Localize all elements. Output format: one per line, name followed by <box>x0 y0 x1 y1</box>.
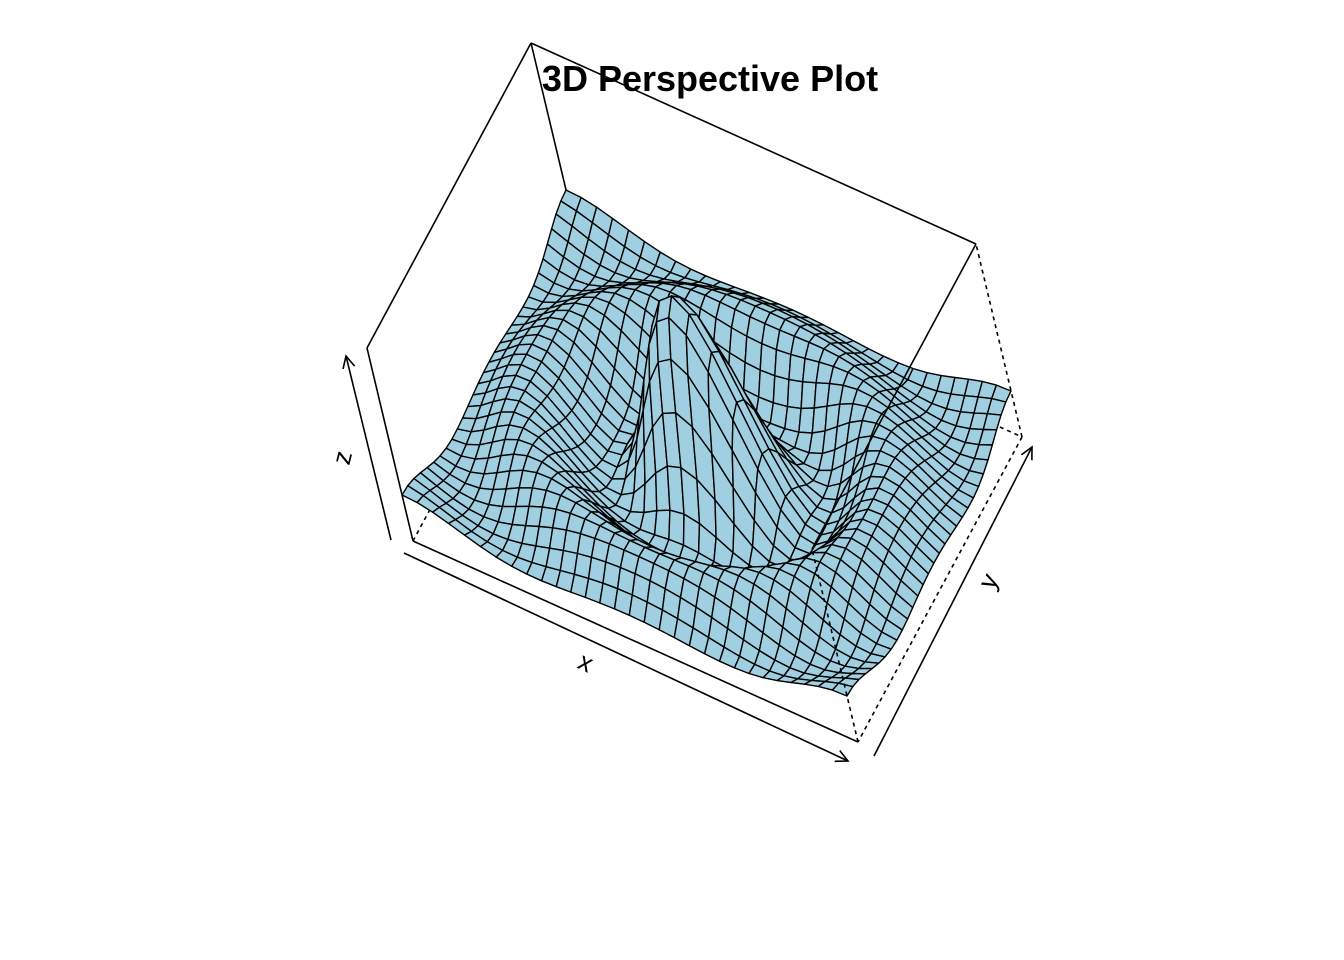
box-edge <box>412 540 859 743</box>
z-axis-arrow <box>346 356 392 541</box>
surface-facet <box>774 349 792 381</box>
x-axis-arrow <box>403 552 848 761</box>
surface-facet <box>831 682 854 697</box>
y-axis-arrow <box>873 447 1032 757</box>
surface-facet <box>786 378 804 410</box>
box-edge-hidden <box>975 243 1023 438</box>
box-edge-hidden <box>811 548 859 743</box>
surface-facet <box>800 381 817 410</box>
box-edge <box>366 42 532 349</box>
y-axis-label: y <box>972 568 1005 593</box>
x-axis-label: x <box>574 646 598 679</box>
box-edge <box>811 243 977 550</box>
box-edge <box>530 42 977 245</box>
chart-title: 3D Perspective Plot <box>541 58 879 99</box>
surface-facet <box>772 375 790 408</box>
box-edge <box>366 347 414 542</box>
surface-mesh <box>401 189 1012 697</box>
box-edge-hidden <box>857 436 1023 743</box>
z-axis-label: z <box>326 448 358 468</box>
plot-box-front <box>366 243 977 743</box>
